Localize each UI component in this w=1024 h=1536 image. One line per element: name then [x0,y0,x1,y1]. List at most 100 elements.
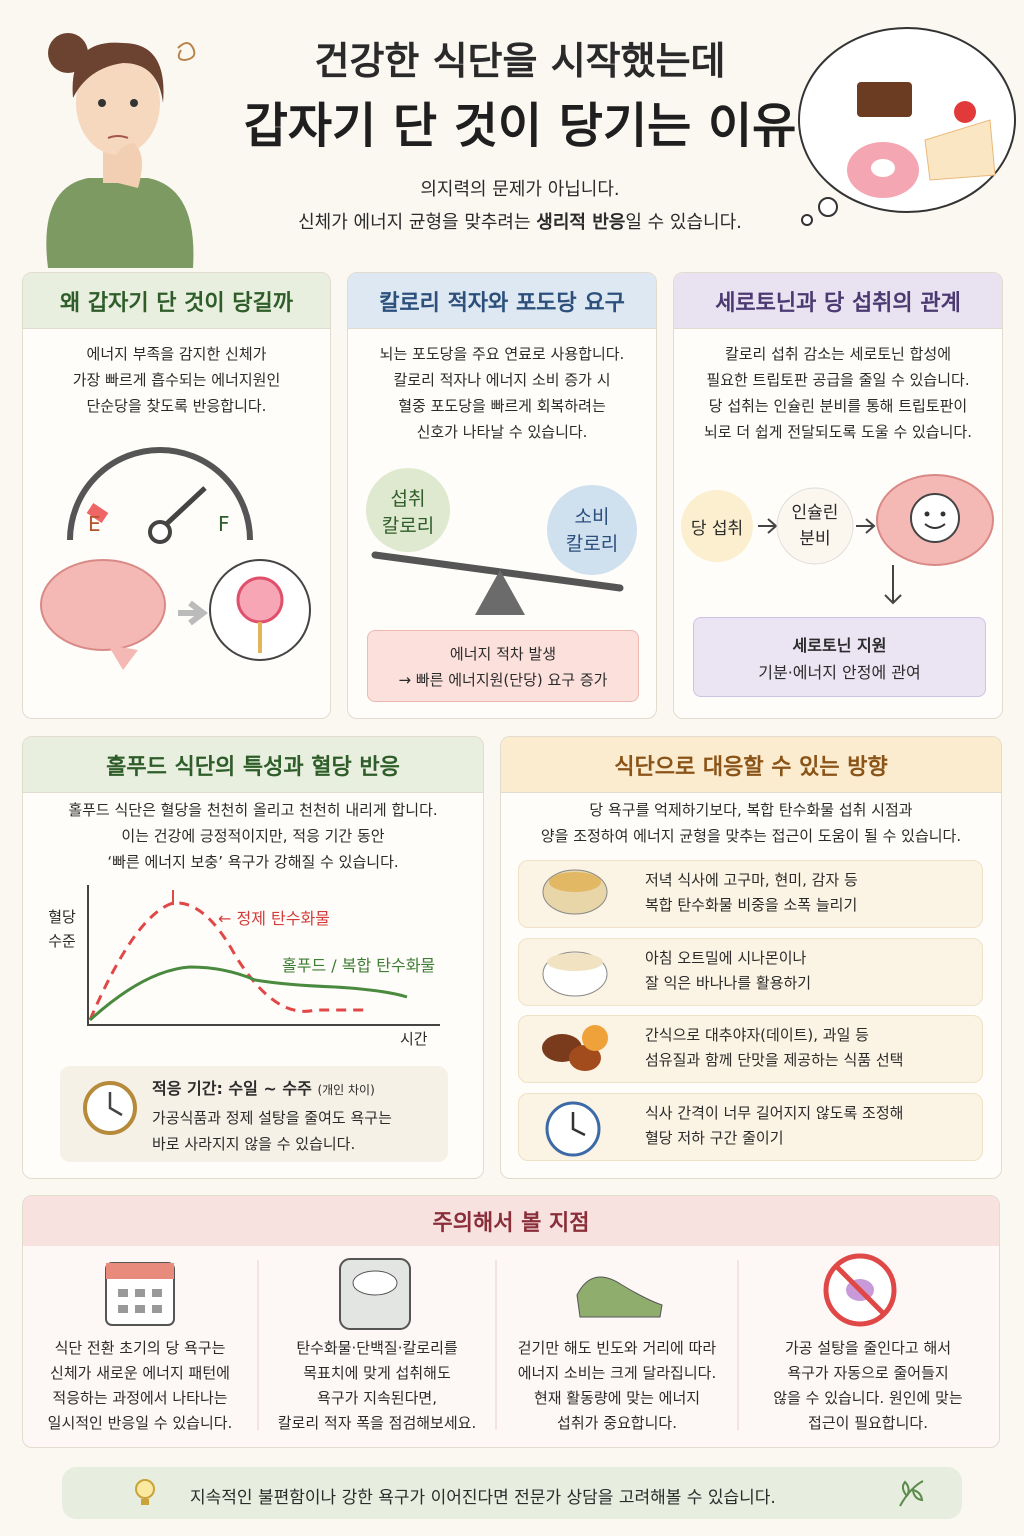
circle-shape [135,1479,155,1499]
caution-text: 욕구가 지속된다면, [317,1389,437,1407]
label-line: 섭취 [390,488,426,510]
path-shape [884,565,902,605]
ellipse-shape [547,953,603,971]
card-title: 주의해서 볼 지점 [23,1196,999,1246]
subtitle-line1: 의지력의 문제가 아닙니다. [420,179,620,200]
circle-shape [98,99,106,107]
gauge-label: E [88,512,101,536]
note-body: 바로 사라지지 않을 수 있습니다. [152,1135,356,1153]
path-shape [108,1092,123,1117]
circle-shape [681,490,753,562]
circle-shape [924,511,930,517]
path-shape [856,518,876,534]
caution-text: 접근이 필요합니다. [808,1414,928,1432]
ellipse-shape [549,872,601,892]
body-text: 칼로리 적자나 에너지 소비 증가 시 [393,371,611,389]
path-shape [571,1112,586,1137]
step-line: 인슐린 [791,503,839,523]
circle-shape [366,468,450,552]
body-text: 에너지 부족을 감지한 신체가 [86,345,267,363]
x-axis-label: 시간 [400,1030,428,1048]
circle-shape [776,487,854,565]
strategy-icons [542,869,608,1157]
path-shape [87,885,440,1026]
body-text: 칼로리 섭취 감소는 세로토닌 합성에 [724,345,952,363]
subtitle-line2: 신체가 에너지 균형을 맞추려는 생리적 반응일 수 있습니다. [200,208,840,234]
glucose-sketch [87,885,440,1026]
body-text: 필요한 트립토판 공급을 줄일 수 있습니다. [706,371,970,389]
circle-shape [940,511,946,517]
body-text: 뇌는 포도당을 주요 연료로 사용합니다. [379,345,625,363]
label-line: 혈당 [48,908,76,926]
rect-shape [135,1289,145,1297]
circle-shape [910,493,960,543]
body-text: 이는 건강에 긍정적이지만, 적응 기간 동안 [121,827,385,845]
rect-shape [152,1289,162,1297]
serotonin-flow [681,474,994,605]
strategy-text: 간식으로 대추야자(데이트), 과일 등 [645,1026,869,1044]
strategy-text: 식사 간격이 너무 길어지지 않도록 조정해 [645,1103,904,1122]
rect-shape [135,1305,145,1313]
caution-text: 욕구가 자동으로 줄어들지 [787,1364,949,1382]
card-title: 칼로리 적자와 포도당 요구 [348,273,656,329]
strategy-text: 저녁 식사에 고구마, 현미, 감자 등 [645,871,858,889]
bulb-icon [135,1479,155,1505]
path-shape [899,1480,924,1507]
line-shape [371,551,624,592]
caution-text: 탄수화물·단백질·칼로리를 [296,1339,458,1357]
flow-step: 인슐린 분비 [777,500,853,552]
circle-shape [954,101,976,123]
cautions-card: 주의해서 볼 지점 [22,1195,1000,1448]
strategy-text: 혈당 저하 구간 줄이기 [645,1128,784,1147]
fuel-gauge [67,447,253,544]
note-title: 적응 기간: 수일 ~ 수주 (개인 차이) [152,1075,375,1099]
note-title-text: 적응 기간: 수일 ~ 수주 [152,1079,312,1098]
note-body: 가공식품과 정제 설탕을 줄여도 욕구는 [152,1109,392,1127]
card-title: 식단으로 대응할 수 있는 방향 [501,737,1001,793]
card-title: 왜 갑자기 단 것이 당길까 [23,273,330,329]
line-shape [834,1264,886,1316]
body-text: ‘빠른 에너지 보충’ 욕구가 강해질 수 있습니다. [107,853,399,871]
body-text: 뇌로 더 쉽게 전달되도록 도울 수 있습니다. [704,423,972,441]
path-shape [72,42,164,103]
rect-shape [106,1263,174,1279]
label-line: 칼로리 [381,515,435,537]
rect-shape [118,1289,128,1297]
path-shape [88,901,365,1021]
path-shape [107,135,129,139]
title-line1: 건강한 식단을 시작했는데 [314,39,726,83]
strategy-text: 잘 익은 바나나를 활용하기 [645,973,812,992]
path-shape [108,645,138,670]
result-line: → 빠른 에너지원(단당) 요구 증가 [398,671,608,689]
caution-text: 신체가 새로운 에너지 패턴에 [50,1364,230,1382]
card-title: 홀푸드 식단의 특성과 혈당 반응 [23,737,483,793]
caution-text: 현재 활동량에 맞는 에너지 [533,1389,701,1407]
caution-text: 가공 설탕을 줄인다고 해서 [784,1339,952,1357]
body-text: 당 욕구를 억제하기보다, 복합 탄수화물 섭취 시점과 [589,801,913,819]
circle-shape [818,197,838,217]
result-box: 세로토닌 지원 기분·에너지 안정에 관여 [693,617,986,697]
caution-text: 목표치에 맞게 섭취해도 [303,1364,451,1382]
woman-illustration [46,33,196,268]
strategy-text: 복합 탄수화물 비중을 소폭 늘리기 [645,896,858,914]
subtitle-emphasis: 생리적 반응 [536,212,626,233]
body-text: 당 섭취는 인슐린 분비를 통해 트립토판이 [708,397,968,415]
rect-shape [118,1305,128,1313]
body-text: 양을 조정하여 에너지 균형을 맞추는 접근이 도움이 될 수 있습니다. [540,827,962,845]
rect-shape [141,1499,149,1505]
caution-text: 일시적인 반응일 수 있습니다. [47,1414,233,1432]
clock-icon [83,1081,137,1135]
gauge-label: F [218,512,230,536]
body-text: 홀푸드 식단은 혈당을 천천히 올리고 천천히 내리게 합니다. [68,801,438,819]
y-axis-label: 혈당 수준 [40,905,84,953]
ellipse-shape [569,1045,601,1071]
path-shape [475,570,525,615]
circle-shape [582,1025,608,1051]
caution-text: 에너지 소비는 크게 달라집니다. [517,1364,717,1382]
body-text: 신호가 나타날 수 있습니다. [416,423,588,441]
body-text: 혈중 포도당을 빠르게 회복하려는 [398,397,606,415]
expenditure-label: 소비 칼로리 [547,504,637,558]
ellipse-shape [352,1270,398,1296]
subtitle-text: 신체가 에너지 균형을 맞추려는 [298,212,537,233]
flow-step: 당 섭취 [690,519,744,539]
